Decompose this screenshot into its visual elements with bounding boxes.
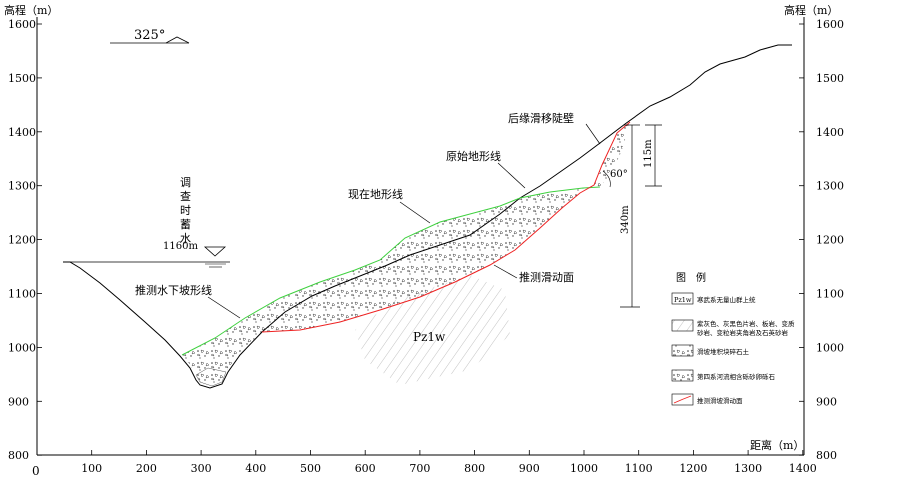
x-tick-label: 1200	[679, 462, 707, 475]
scarp-angle-label: 60°	[610, 169, 628, 180]
y-tick-label: 1500	[816, 72, 844, 85]
original-terrain-leader	[497, 162, 526, 189]
right-axis-title: 高程（m）	[784, 3, 838, 17]
x-axis-title: 距离（m）	[750, 438, 804, 452]
legend-item-5: 推测滑坡滑动面	[697, 396, 743, 405]
x-tick-label: 100	[81, 462, 102, 475]
svg-text:调: 调	[180, 176, 191, 189]
y-tick-label: 900	[8, 395, 29, 408]
dim-115-label: 115m	[643, 139, 654, 168]
x-tick-label: 900	[519, 462, 540, 475]
x-tick-label: 1000	[570, 462, 598, 475]
y-tick-label: 1400	[816, 126, 844, 139]
y-tick-label: 1300	[8, 180, 36, 193]
left-axis-title: 高程（m）	[4, 3, 58, 17]
svg-text:时: 时	[180, 204, 191, 217]
scarp-angle-arc	[602, 170, 611, 188]
y-tick-label: 1000	[816, 341, 844, 354]
x-tick-label: 800	[464, 462, 485, 475]
landslide-deposit	[182, 122, 630, 375]
legend-item-2-line-2: 砂岩、变粒岩夹角岩及石英砂岩	[697, 328, 789, 337]
y-tick-label: 1100	[816, 288, 844, 301]
x-tick-label: 1300	[734, 462, 762, 475]
legend-swatch-gravel	[671, 369, 694, 382]
y-tick-label: 1200	[816, 234, 844, 247]
svg-text:蓄: 蓄	[180, 218, 191, 231]
underwater-slope-leader	[207, 296, 241, 319]
original-terrain-line	[63, 44, 792, 389]
y-tick-label: 1200	[8, 234, 36, 247]
legend-swatch-pz1w-code: Pz1w	[674, 296, 692, 304]
legend-item-2-line-1: 紫灰色、灰黑色片岩、板岩、变质	[697, 319, 795, 328]
x-tick-label: 600	[355, 462, 376, 475]
y-tick-label: 800	[8, 449, 29, 462]
y-tick-label: 1100	[8, 288, 36, 301]
y-tick-label: 1000	[8, 341, 36, 354]
legend: 图 例 Pz1w 寒武系无量山群上统 紫灰色、灰黑色片岩、板岩、变质 砂岩、变粒…	[671, 271, 795, 406]
x-tick-label: 400	[245, 462, 266, 475]
sliding-surface-label: 推测滑动面	[519, 270, 574, 284]
y-tick-label: 1600	[8, 18, 36, 31]
x-tick-label: 1400	[789, 462, 817, 475]
sliding-surface-line	[261, 121, 631, 333]
y-tick-label: 800	[816, 449, 837, 462]
rear-scarp-leader	[585, 123, 601, 145]
orientation-arrow	[165, 36, 190, 44]
legend-swatch-landslide	[671, 344, 694, 357]
y-tick-label: 1600	[816, 18, 844, 31]
svg-text:查: 查	[180, 189, 191, 203]
water-label: 调 查 时 蓄 水	[180, 176, 191, 245]
svg-text:水: 水	[180, 232, 191, 245]
legend-swatch-surface-line	[673, 395, 692, 404]
bedrock-label: Pz1w	[413, 330, 446, 344]
y-ticks: 1600 1600 1500 1500 1400 1400 1300 1300 1200 1200…	[8, 18, 844, 462]
x-tick-label: 700	[409, 462, 430, 475]
dim-340-label: 340m	[620, 205, 631, 234]
legend-item-4: 第四系河流相含砾砂卵砾石	[697, 372, 776, 381]
sliding-surface-leader	[493, 264, 518, 279]
x-tick-label: 300	[191, 462, 212, 475]
water-level-symbol	[203, 246, 227, 257]
current-terrain-label: 现在地形线	[348, 187, 403, 201]
y-tick-label: 1500	[8, 72, 36, 85]
x-tick-label: 200	[136, 462, 157, 475]
x-tick-label: 1100	[625, 462, 653, 475]
x-ticks: 100 200 300 400 500 600 700 800 900 1000 1100 1200 1…	[81, 450, 817, 475]
legend-swatch-pz1w	[671, 292, 694, 305]
rear-scarp-label: 后缘滑移陡壁	[508, 111, 574, 125]
original-terrain-label: 原始地形线	[446, 149, 501, 163]
water-elevation-label: 1160m	[163, 241, 198, 252]
legend-swatch-hatch	[671, 319, 694, 332]
current-terrain-leader	[399, 201, 431, 224]
y-tick-label: 1400	[8, 126, 36, 139]
legend-item-3: 滑坡堆积块碎石土	[697, 347, 750, 356]
y-tick-label: 900	[816, 395, 837, 408]
legend-title: 图 例	[676, 271, 706, 284]
x-origin-label: 0	[32, 464, 40, 478]
y-tick-label: 1300	[816, 180, 844, 193]
legend-item-1: 寒武系无量山群上统	[697, 295, 756, 304]
current-terrain-line	[181, 186, 601, 356]
underwater-slope-label: 推测水下坡形线	[135, 283, 212, 297]
orientation-label: 325°	[134, 28, 165, 43]
x-tick-label: 500	[300, 462, 321, 475]
